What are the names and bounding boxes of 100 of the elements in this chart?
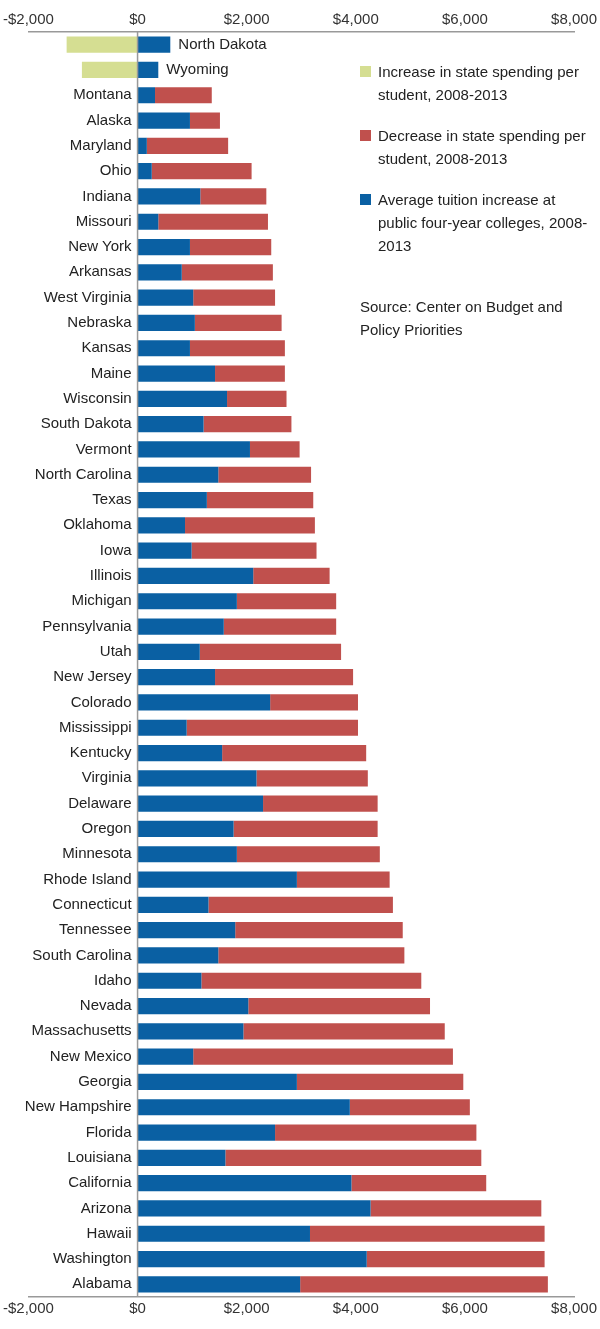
legend-label: Decrease in state spending per student, 2008-2013 [378, 126, 587, 169]
x2-tick-label: $8,000 [551, 10, 598, 28]
bar [203, 416, 292, 433]
bar [225, 1149, 482, 1166]
bar [296, 871, 390, 888]
bar [222, 744, 367, 762]
bar [137, 719, 187, 736]
bar [137, 1225, 310, 1242]
x2-tick-label: $6,000 [441, 10, 488, 28]
y-tick-label: New Mexico [49, 1046, 132, 1064]
bar [137, 896, 209, 913]
y-tick-label: South Dakota [40, 414, 133, 432]
bar [137, 213, 159, 230]
bar [189, 238, 272, 256]
bar [137, 188, 201, 205]
y-tick-label: North Dakota [178, 34, 268, 52]
bar [137, 1200, 371, 1217]
bar [137, 922, 236, 939]
y-tick-label: West Virginia [43, 287, 133, 305]
bar [349, 1099, 470, 1116]
bar [66, 36, 138, 53]
bar [233, 820, 378, 838]
bar [137, 238, 190, 256]
y-tick-label: Colorado [70, 692, 132, 710]
bar [137, 491, 207, 509]
bar [227, 390, 287, 407]
bar [137, 87, 156, 104]
bar [137, 163, 152, 180]
x2-tick-label: $0 [129, 10, 146, 28]
bar [137, 795, 264, 812]
bar [137, 871, 297, 888]
bar [137, 466, 219, 483]
x-tick-label: $0 [129, 1299, 146, 1317]
bar [137, 770, 257, 787]
bar [137, 137, 147, 154]
y-tick-label: Michigan [71, 591, 132, 609]
bar [137, 517, 186, 534]
bar [270, 694, 358, 711]
x-tick-label: -$2,000 [3, 1299, 54, 1317]
bar [137, 694, 271, 711]
bar [263, 795, 378, 812]
bar [206, 491, 314, 509]
annotation: Source: Center on Budget and Policy Priorities [360, 297, 564, 340]
bar [158, 213, 268, 230]
bar [249, 441, 300, 458]
bar [137, 997, 249, 1015]
bar [243, 1023, 445, 1040]
x-tick-label: $2,000 [223, 1299, 270, 1317]
y-tick-label: Maine [90, 363, 132, 381]
bar [218, 466, 312, 483]
y-tick-label: Illinois [89, 566, 132, 584]
bar [81, 61, 138, 79]
bar [194, 314, 282, 332]
bar [208, 896, 393, 913]
y-tick-label: Louisiana [67, 1147, 133, 1165]
bar [137, 36, 171, 53]
y-tick-label: California [68, 1173, 133, 1191]
y-tick-label: Mississippi [59, 717, 132, 735]
bar [218, 947, 405, 964]
bar [137, 567, 254, 585]
bar [137, 1124, 276, 1141]
bar [137, 947, 219, 964]
y-tick-label: Oklahoma [63, 515, 133, 533]
y-tick-label: Texas [92, 490, 132, 508]
bar [248, 997, 431, 1015]
y-tick-label: North Carolina [34, 464, 133, 482]
bar [137, 289, 194, 306]
bar [137, 593, 237, 610]
x2-tick-label: -$2,000 [3, 10, 54, 28]
y-tick-label: Nebraska [67, 313, 133, 331]
bar [151, 163, 252, 180]
y-tick-label: New Hampshire [24, 1097, 132, 1115]
y-tick-label: Utah [99, 641, 132, 659]
bar [137, 542, 192, 559]
y-tick-label: Arkansas [69, 262, 132, 280]
bar [256, 770, 368, 787]
bar [309, 1225, 545, 1242]
y-tick-label: Montana [73, 85, 133, 103]
x-tick-label: $6,000 [441, 1299, 488, 1317]
y-tick-label: New Jersey [53, 667, 133, 685]
y-tick-label: Kentucky [69, 743, 133, 761]
bar [137, 1048, 194, 1065]
y-tick-label: Nevada [79, 996, 133, 1014]
bar [215, 365, 285, 382]
bar [155, 87, 212, 104]
y-tick-label: Washington [52, 1249, 132, 1267]
bar [296, 1073, 464, 1091]
y-tick-label: Tennessee [59, 920, 132, 938]
y-tick-label: Arizona [80, 1198, 133, 1216]
bar [137, 1250, 367, 1268]
bar [137, 820, 234, 838]
y-tick-label: South Carolina [32, 945, 133, 963]
bar [189, 340, 285, 357]
x2-tick-label: $2,000 [223, 10, 270, 28]
bar [366, 1250, 545, 1268]
y-tick-label: Alaska [86, 110, 133, 128]
bar [235, 922, 403, 939]
bar [236, 593, 337, 610]
bar [137, 618, 224, 635]
y-tick-label: Hawaii [86, 1223, 132, 1241]
